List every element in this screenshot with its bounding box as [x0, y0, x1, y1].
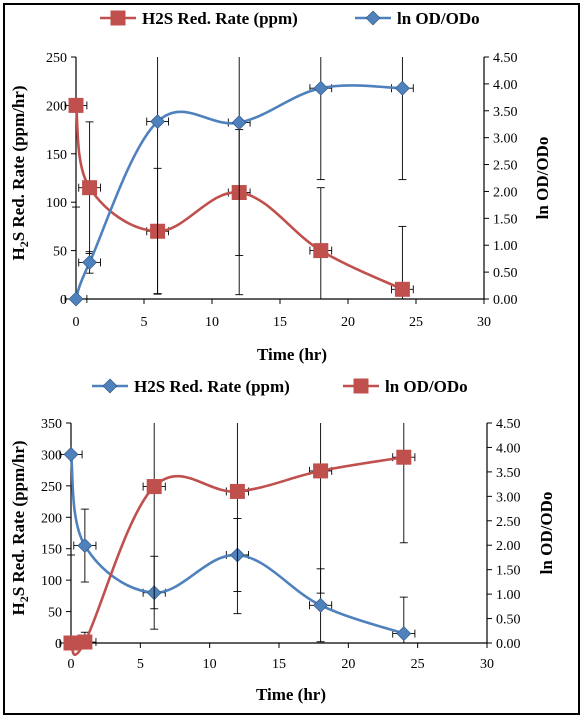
data-point: [150, 114, 166, 129]
y-right-tick-label: 1.00: [496, 588, 521, 603]
data-point: [77, 538, 93, 553]
y-left-tick-label: 250: [41, 480, 62, 495]
data-point: [229, 483, 245, 499]
data-point: [82, 255, 98, 270]
y-right-tick-label: 1.50: [496, 564, 521, 579]
y-right-tick-label: 1.50: [493, 212, 518, 227]
legend-2: H2S Red. Rate (ppm) ln OD/ODo: [92, 377, 468, 396]
chart-panel-1: 0 5 10 15 20 25 30 0 50 100 150 200 250 0.00 0.50 1.00 1…: [9, 9, 552, 364]
data-point: [394, 80, 410, 96]
legend-item: H2S Red. Rate (ppm): [92, 377, 290, 396]
data-point: [313, 597, 329, 613]
data-point: [68, 291, 84, 307]
y-left-tick-label: 50: [48, 606, 62, 621]
data-point: [68, 97, 84, 113]
y-right-tick-label: 2.50: [493, 159, 518, 174]
x-tick-label: 25: [411, 657, 425, 672]
series-2: [64, 57, 414, 307]
y-left-tick-label: 200: [41, 511, 62, 526]
series-line: [69, 454, 405, 635]
series-2: [59, 423, 416, 656]
y-left-tick-label: 250: [46, 51, 67, 66]
x-tick-label: 15: [273, 315, 287, 330]
y-left-tick-label: 0: [55, 637, 62, 652]
x-axis-title: Time (hr): [256, 685, 326, 704]
legend-item: H2S Red. Rate (ppm): [100, 9, 298, 28]
x-tick-label: 30: [477, 315, 491, 330]
y-left-tick-label: 150: [46, 148, 67, 163]
x-tick-label: 5: [141, 315, 148, 330]
legend-marker: [353, 378, 369, 394]
y-right-tick-label: 3.00: [493, 132, 518, 147]
y-left-tick-label: 200: [46, 99, 67, 114]
legend-item: ln OD/ODo: [355, 9, 480, 28]
y-right-tick-label: 4.50: [496, 417, 521, 432]
y-right-tick-label: 4.50: [493, 51, 518, 66]
data-point: [313, 463, 329, 479]
y-left-axis-title: H2S Red. Rate (ppm/hr): [9, 85, 31, 260]
y-right-tick-label: 2.00: [493, 185, 518, 200]
data-point: [394, 281, 410, 297]
y-right-tick-label: 0.50: [493, 266, 518, 281]
data-point: [146, 479, 162, 495]
y-right-tick-label: 0.00: [496, 637, 521, 652]
x-tick-label: 20: [341, 657, 355, 672]
data-point: [396, 626, 412, 641]
legend-marker: [110, 10, 126, 26]
legend-label: ln OD/ODo: [397, 9, 480, 28]
y-right-axis-title: ln OD/ODo: [537, 492, 556, 575]
y-left-tick-label: 50: [53, 245, 67, 260]
x-tick-label: 0: [73, 315, 80, 330]
legend-label: H2S Red. Rate (ppm): [142, 9, 298, 28]
data-point: [231, 115, 247, 131]
data-point: [77, 634, 93, 650]
data-point: [396, 449, 412, 465]
y-left-tick-label: 100: [46, 196, 67, 211]
y-left-axis-title: H2S Red. Rate (ppm/hr): [9, 440, 31, 615]
y-right-tick-label: 3.00: [496, 490, 521, 505]
y-left-tick-label: 350: [41, 417, 62, 432]
y-right-tick-label: 3.50: [496, 466, 521, 481]
data-point: [313, 243, 329, 259]
y-right-tick-label: 1.00: [493, 239, 518, 254]
legend-marker: [365, 10, 381, 26]
figure-frame: [3, 3, 580, 715]
y-right-tick-label: 4.00: [493, 78, 518, 93]
y-left-tick-label: 150: [41, 543, 62, 558]
y-left-tick-label: 100: [41, 574, 62, 589]
x-axis-title: Time (hr): [257, 345, 327, 364]
y-right-tick-label: 2.00: [496, 539, 521, 554]
legend-1: H2S Red. Rate (ppm) ln OD/ODo: [100, 9, 480, 28]
data-point: [63, 447, 79, 462]
x-tick-label: 20: [341, 315, 355, 330]
chart-panel-2: 0 5 10 15 20 25 300501001502002503003500.000.5…: [9, 377, 556, 704]
x-tick-label: 0: [68, 657, 75, 672]
x-tick-label: 25: [409, 315, 423, 330]
data-point: [313, 80, 329, 96]
y-right-tick-label: 3.50: [493, 105, 518, 120]
y-right-tick-label: 0.50: [496, 613, 521, 628]
y-left-tick-label: 300: [41, 448, 62, 463]
data-point: [63, 635, 79, 651]
y-left-tick-label: 0: [60, 293, 67, 308]
x-tick-label: 5: [137, 657, 144, 672]
legend-label: H2S Red. Rate (ppm): [134, 377, 290, 396]
y-right-tick-label: 0.00: [493, 293, 518, 308]
x-tick-label: 30: [480, 657, 494, 672]
x-tick-label: 10: [205, 315, 219, 330]
y-right-axis-title: ln OD/ODo: [533, 137, 552, 220]
y-right-tick-label: 4.00: [496, 441, 521, 456]
x-tick-label: 15: [272, 657, 286, 672]
legend-label: ln OD/ODo: [385, 377, 468, 396]
x-tick-label: 10: [203, 657, 217, 672]
data-point: [82, 180, 98, 196]
legend-item: ln OD/ODo: [343, 377, 468, 396]
legend-marker: [102, 378, 118, 394]
y-right-tick-label: 2.50: [496, 515, 521, 530]
